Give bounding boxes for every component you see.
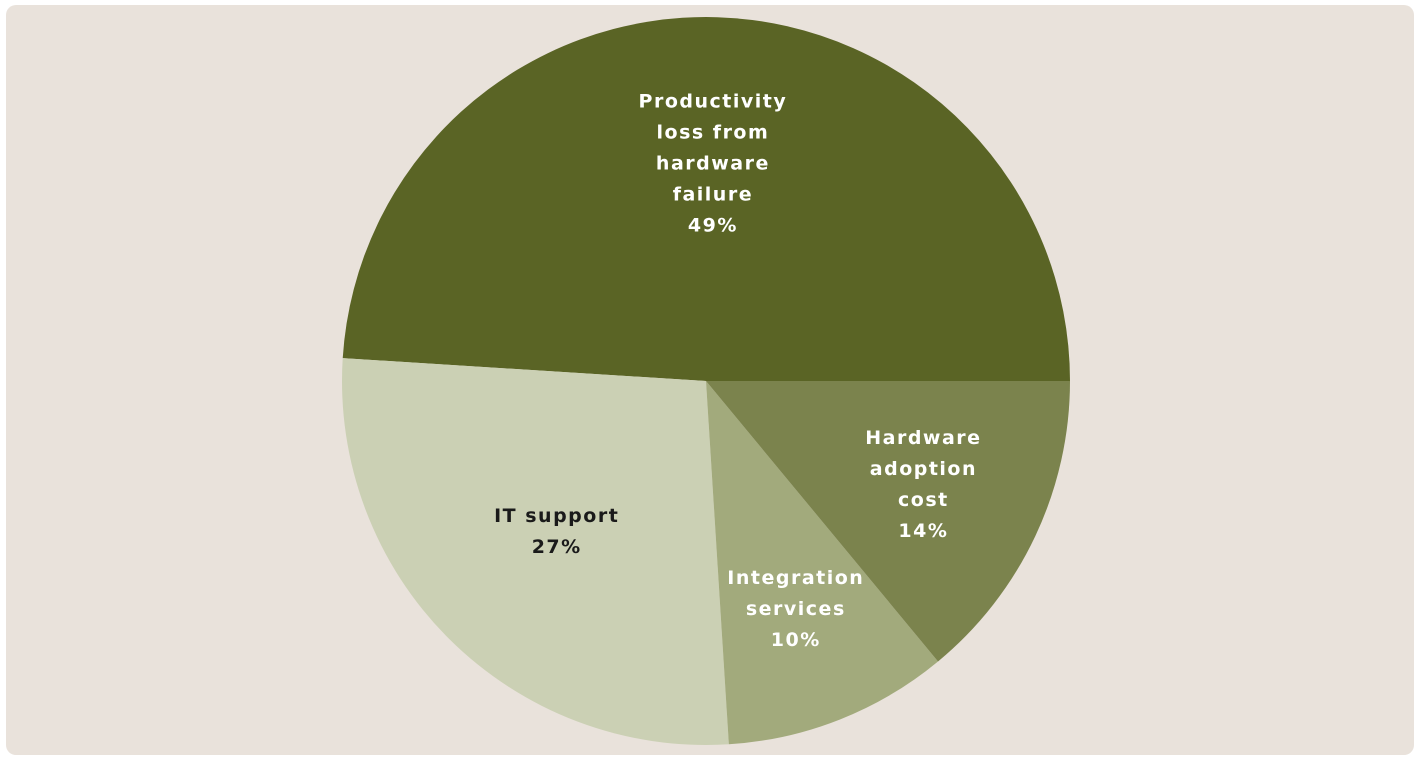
pie-labels: Productivity loss from hardware failure 49% I… (494, 91, 981, 651)
slice-value-label: 49% (688, 215, 738, 237)
slice-name-line: loss from (657, 122, 770, 144)
slice-value-label: 27% (532, 536, 582, 558)
pie-slice-label-1: IT support 27% (494, 505, 619, 558)
slice-name-line: IT support (494, 505, 619, 527)
pie-slice-label-2: Integration services 10% (727, 567, 864, 651)
pie-slice-0 (342, 17, 1071, 382)
pie-slices (342, 17, 1071, 745)
pie-slice-label-3: Hardware adoption cost 14% (865, 427, 981, 542)
slice-value-label: 14% (898, 520, 948, 542)
slice-name-line: services (746, 598, 846, 620)
slice-name-line: failure (673, 184, 753, 206)
pie-slice-1 (342, 358, 729, 745)
slice-name-line: cost (898, 489, 949, 511)
pie-slice-2 (706, 381, 939, 745)
pie-slice-3 (706, 381, 1070, 662)
pie-slice-label-0: Productivity loss from hardware failure 49% (639, 91, 788, 237)
slice-name-line: adoption (870, 458, 977, 480)
slice-name-line: Hardware (865, 427, 981, 449)
slice-name-line: Productivity (639, 91, 788, 113)
slice-name-line: Integration (727, 567, 864, 589)
slice-value-label: 10% (771, 629, 821, 651)
slice-name-line: hardware (656, 153, 770, 175)
